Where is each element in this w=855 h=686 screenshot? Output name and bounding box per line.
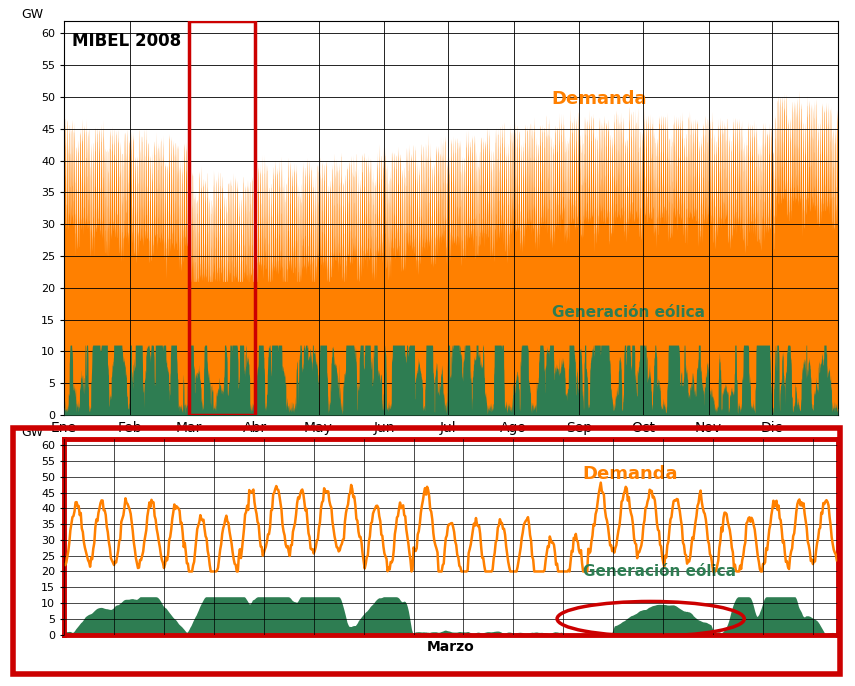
Text: Generación eólica: Generación eólica [582, 565, 735, 580]
Bar [189, 21, 255, 415]
Text: MIBEL 2008: MIBEL 2008 [72, 32, 181, 50]
Text: GW: GW [21, 8, 44, 21]
Text: Demanda: Demanda [582, 465, 678, 483]
Text: Demanda: Demanda [551, 91, 647, 108]
Text: Generación eólica: Generación eólica [551, 305, 705, 320]
Text: GW: GW [21, 426, 44, 439]
